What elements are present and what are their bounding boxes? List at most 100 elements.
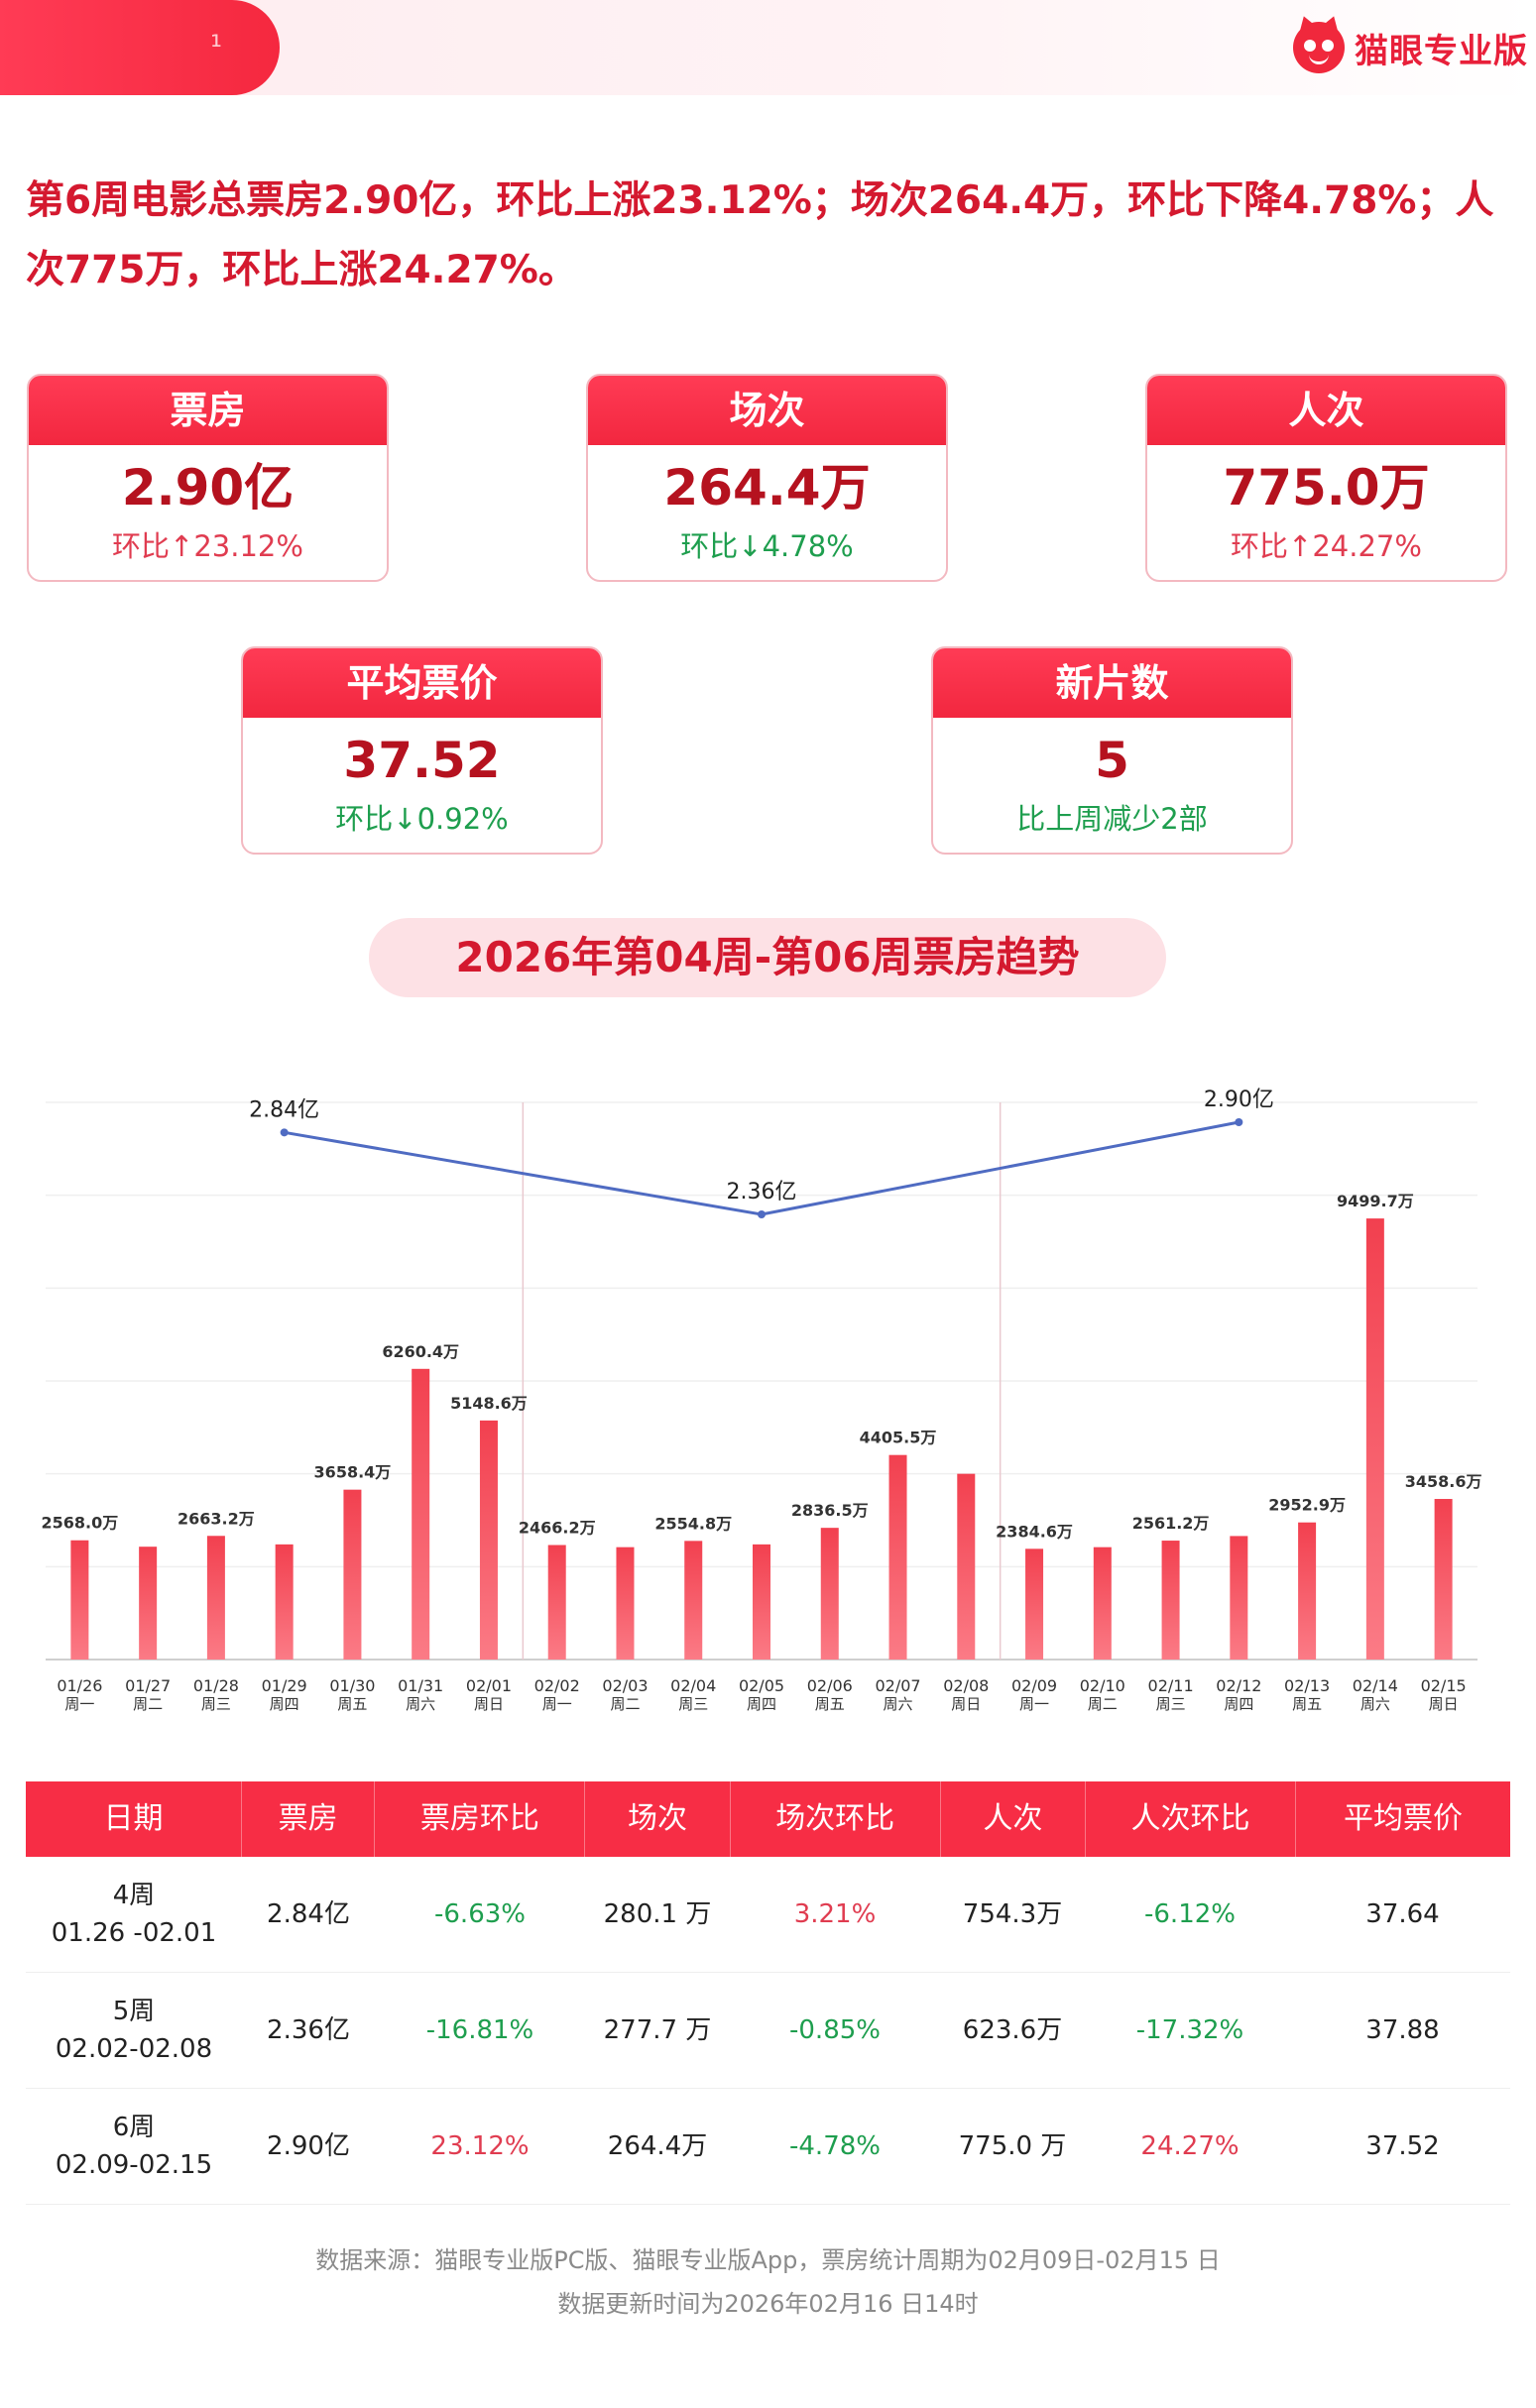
x-weekday-label: 周六 [884,1695,913,1713]
table-row: 4周 01.26 -02.01 2.84亿 -6.63% 280.1 万 3.21… [26,1857,1510,1973]
x-tick-label: 02/02 [534,1676,580,1695]
bar-value-label: 2663.2万 [177,1509,255,1528]
card-value: 37.52 [343,732,501,789]
col-header: 日期 [26,1781,242,1857]
card-change: 环比↓4.78% [680,529,854,563]
shows-cell: 277.7 万 [603,2015,712,2045]
x-weekday-label: 周三 [201,1695,231,1713]
bar [1161,1541,1180,1660]
week-label: 6周 [112,2113,156,2142]
x-tick-label: 01/30 [329,1676,375,1695]
cat-logo-icon [1293,13,1345,73]
bar [820,1528,839,1660]
box-change-cell: 23.12% [430,2131,530,2161]
table-row: 6周 02.09-02.15 2.90亿 23.12% 264.4万 -4.78%… [26,2089,1510,2205]
box-cell: 2.36亿 [267,2015,350,2045]
week-label: 5周 [112,1997,156,2026]
bar [1230,1536,1248,1660]
weekly-point-label: 2.84亿 [249,1097,319,1122]
weekly-table: 日期 票房 票房环比 场次 场次环比 人次 人次环比 平均票价 4周 01.26 … [26,1781,1510,2205]
shows-cell: 264.4万 [607,2131,708,2161]
shows-cell: 280.1 万 [603,1899,712,1929]
col-header: 平均票价 [1344,1801,1464,1836]
x-tick-label: 02/05 [739,1676,784,1695]
x-weekday-label: 周四 [747,1695,776,1713]
bar [1298,1522,1317,1660]
x-tick-label: 02/11 [1148,1676,1194,1695]
card-change: 环比↑23.12% [112,529,303,563]
x-tick-label: 02/08 [943,1676,989,1695]
bar [684,1541,703,1660]
bar-value-label: 6260.4万 [382,1342,459,1361]
bar [70,1540,89,1660]
card-title: 平均票价 [243,648,601,718]
bar [139,1547,158,1660]
bar [1434,1499,1453,1660]
bar [412,1368,430,1660]
x-tick-label: 01/29 [262,1676,307,1695]
x-weekday-label: 周二 [133,1695,163,1713]
bar [1365,1218,1384,1660]
footer: 数据来源：猫眼专业版PC版、猫眼专业版App，票房统计周期为02月09日-02月… [0,2238,1536,2326]
bar-value-label: 2561.2万 [1132,1514,1210,1533]
bar-value-label: 2568.0万 [42,1514,119,1533]
weekly-point [1235,1118,1243,1126]
bar-value-label: 9499.7万 [1337,1192,1414,1210]
x-weekday-label: 周五 [337,1695,367,1713]
x-weekday-label: 周三 [1156,1695,1186,1713]
admissions-cell: 754.3万 [962,1899,1063,1929]
x-weekday-label: 周一 [64,1695,94,1713]
weekly-point [280,1128,289,1137]
top-pill: ¹ [0,0,280,95]
card-title: 场次 [588,376,946,445]
card-title: 新片数 [933,648,1291,718]
bar [753,1544,770,1660]
col-header: 票房 [242,1781,376,1857]
card-box-office: 票房 2.90亿 环比↑23.12% [27,374,389,582]
x-weekday-label: 周日 [1429,1695,1459,1713]
x-weekday-label: 周一 [1019,1695,1049,1713]
box-change-cell: -16.81% [425,2015,534,2045]
date-cell: 4周 01.26 -02.01 [26,1857,242,1972]
card-shows: 场次 264.4万 环比↓4.78% [586,374,948,582]
bar-value-label: 2384.6万 [996,1522,1073,1541]
card-value: 2.90亿 [121,459,295,516]
card-change: 比上周减少2部 [1016,802,1208,836]
x-weekday-label: 周六 [406,1695,435,1713]
col-header: 场次 [585,1781,731,1857]
box-office-chart: 2568.0万01/26周一01/27周二2663.2万01/28周三01/29… [42,1088,1482,1713]
card-value: 5 [1095,732,1129,789]
pill-mark: ¹ [210,30,223,64]
admissions-change-cell: 24.27% [1140,2131,1240,2161]
x-tick-label: 01/28 [193,1676,239,1695]
weekly-point [758,1210,766,1218]
brand-name: 猫眼专业版 [1355,31,1528,71]
date-range: 01.26 -02.01 [51,1918,217,1948]
x-weekday-label: 周五 [1292,1695,1322,1713]
bar [616,1547,635,1660]
bar-value-label: 5148.6万 [450,1394,528,1413]
card-change: 环比↓0.92% [335,802,509,836]
update-time-note: 数据更新时间为2026年02月16 日14时 [557,2290,979,2318]
x-tick-label: 02/12 [1216,1676,1261,1695]
avg-price-cell: 37.88 [1365,2015,1440,2045]
card-change: 环比↑24.27% [1231,529,1422,563]
x-tick-label: 02/13 [1284,1676,1330,1695]
bar-value-label: 2836.5万 [791,1501,869,1520]
bar-value-label: 3658.4万 [314,1463,392,1482]
card-title: 票房 [29,376,387,445]
trend-title: 2026年第04周-第06周票房趋势 [369,918,1166,997]
bar-value-label: 4405.5万 [860,1429,937,1447]
headline: 第6周电影总票房2.90亿，环比上涨23.12%；场次264.4万，环比下降4.… [26,178,1494,292]
x-tick-label: 02/01 [466,1676,512,1695]
x-tick-label: 01/31 [398,1676,443,1695]
brand: 猫眼专业版 [1293,13,1528,75]
data-source-note: 数据来源：猫眼专业版PC版、猫眼专业版App，票房统计周期为02月09日-02月… [315,2246,1221,2274]
card-avg-price: 平均票价 37.52 环比↓0.92% [241,646,603,855]
week-label: 4周 [112,1881,156,1910]
date-cell: 5周 02.02-02.08 [26,1973,242,2088]
shows-change-cell: 3.21% [793,1899,877,1929]
x-weekday-label: 周四 [270,1695,299,1713]
weekly-point-label: 2.36亿 [727,1180,797,1204]
date-cell: 6周 02.09-02.15 [26,2089,242,2204]
